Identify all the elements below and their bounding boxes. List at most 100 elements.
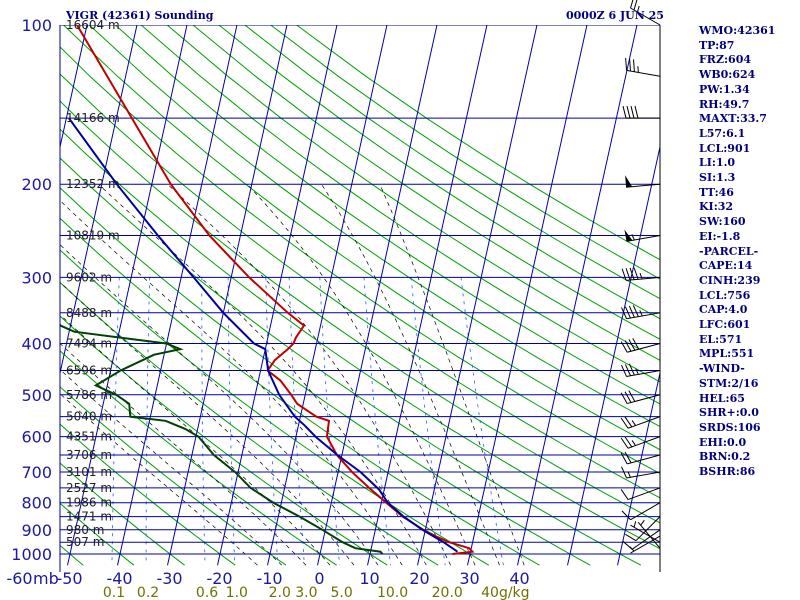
stability-indices: WMO:42361 TP:87 FRZ:604 WB0:624 PW:1.34 RH:49… — [699, 24, 775, 480]
dewpoint-trace — [60, 322, 384, 555]
dry-adiabat — [60, 46, 660, 475]
index-item: EI:-1.8 — [699, 229, 741, 243]
dry-adiabat — [60, 386, 287, 566]
pressure-unit-label: mb — [33, 569, 59, 588]
wind-barb — [629, 535, 661, 554]
mixing-ratio-label: 0.2 — [137, 585, 159, 600]
index-item: SRDS:106 — [699, 420, 761, 434]
index-item: WB0:624 — [699, 68, 756, 82]
isotherm — [617, 370, 660, 566]
mixing-ratio-label: 0.6 — [196, 585, 218, 600]
mixing-ratio-line — [201, 277, 206, 566]
mixing-ratio-label: 1.0 — [226, 585, 248, 600]
mixing-ratio-label: 20.0 — [432, 585, 463, 600]
temperature-tick-label: 40 — [509, 569, 529, 588]
wind-barbs — [620, 0, 661, 572]
temperature-tick-label: -40 — [106, 569, 132, 588]
height-label: 8488 m — [66, 306, 112, 320]
wind-barb — [622, 529, 661, 550]
isotherm — [267, 25, 388, 566]
mixing-ratio-label: 2.0 — [269, 585, 291, 600]
isotherm — [117, 25, 238, 566]
temperature-tick-label: 0 — [314, 569, 324, 588]
height-label: 2527 m — [66, 481, 112, 495]
dry-adiabat — [60, 423, 236, 566]
pressure-tick-label: 600 — [21, 428, 52, 447]
pressure-tick-label: 900 — [21, 521, 52, 540]
height-label: 16604 m — [66, 18, 120, 32]
dry-adiabat — [89, 25, 660, 428]
dry-adiabat — [244, 25, 660, 300]
index-item: CINH:239 — [699, 273, 761, 287]
dry-adiabat — [114, 25, 660, 405]
index-item: CAPE:14 — [699, 259, 753, 273]
moist-adiabat — [60, 393, 258, 566]
isotherm — [60, 25, 88, 150]
wind-barb — [621, 305, 661, 320]
dry-adiabat — [192, 25, 660, 340]
index-item: RH:49.7 — [699, 97, 750, 111]
temperature-tick-label: -30 — [156, 569, 182, 588]
index-item: -PARCEL- — [699, 244, 759, 258]
pressure-tick-label: 300 — [21, 268, 52, 287]
index-item: WMO:42361 — [699, 24, 776, 37]
index-item: LCL:756 — [699, 288, 751, 302]
index-item: EL:571 — [699, 332, 743, 346]
wind-barb — [620, 390, 661, 405]
dry-adiabat — [218, 25, 660, 320]
wind-barb — [620, 487, 661, 501]
mixing-ratio-label: 10.0 — [377, 585, 408, 600]
index-item: -WIND- — [699, 362, 745, 376]
dry-adiabat — [60, 281, 439, 566]
index-item: MPL:551 — [699, 347, 755, 361]
height-label: 7494 m — [66, 336, 112, 350]
temperature-tick-label: -50 — [56, 569, 82, 588]
temperature-tick-label: 30 — [459, 569, 479, 588]
mixing-ratio-line — [410, 277, 446, 566]
isotherm — [60, 25, 138, 376]
index-item: FRZ:604 — [699, 53, 752, 67]
index-item: EHI:0.0 — [699, 435, 747, 449]
dry-adiabat — [60, 73, 660, 499]
pressure-tick-label: 100 — [21, 16, 52, 35]
chart-datetime: 0000Z 6 JUN 25 — [566, 9, 664, 22]
temperature-tick-label: -20 — [206, 569, 232, 588]
index-item: SHR+:0.0 — [699, 406, 759, 420]
dry-adiabat — [0, 25, 33, 565]
moist-adiabat — [60, 200, 403, 566]
temperature-tick-label: -10 — [256, 569, 282, 588]
moist-adiabat — [379, 184, 525, 566]
index-item: L57:6.1 — [699, 126, 746, 140]
pressure-tick-label: 700 — [21, 463, 52, 482]
wind-barb — [621, 267, 661, 281]
wind-barb — [630, 0, 661, 26]
index-item: HEL:65 — [699, 391, 745, 405]
index-item: TP:87 — [699, 38, 735, 52]
moist-adiabat — [60, 343, 307, 566]
dry-adiabat — [63, 25, 660, 451]
isotherm — [167, 25, 288, 566]
dry-adiabat — [60, 350, 337, 566]
temperature-tick-label: 20 — [409, 569, 429, 588]
wind-barb — [625, 516, 661, 542]
height-label: 14166 m — [66, 111, 120, 125]
index-item: CAP:4.0 — [699, 303, 748, 317]
isotherm — [317, 25, 438, 566]
mixing-ratio-label: 40g/kg — [481, 585, 529, 600]
wind-barb — [621, 363, 661, 377]
index-item: LI:1.0 — [699, 156, 736, 170]
index-item: MAXT:33.7 — [699, 112, 767, 126]
height-label: 5786 m — [66, 388, 112, 402]
index-item: SI:1.3 — [699, 171, 736, 185]
height-label: 1986 m — [66, 496, 112, 510]
dry-adiabat — [60, 249, 490, 566]
pressure-tick-label: 800 — [21, 494, 52, 513]
index-item: STM:2/16 — [699, 376, 759, 390]
mixing-ratio-line — [319, 277, 340, 566]
height-label: 12352 m — [66, 177, 120, 191]
plot-area — [0, 25, 660, 566]
mixing-ratio-line — [265, 277, 279, 566]
mixing-ratio-line — [288, 277, 305, 566]
